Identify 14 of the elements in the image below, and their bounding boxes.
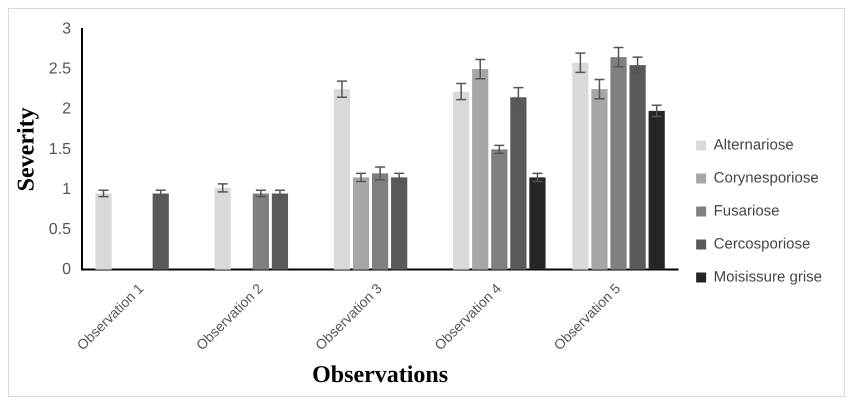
- y-tick-label: 2: [62, 100, 72, 118]
- y-tick-label: 1.5: [48, 140, 72, 158]
- y-tick-label: 1: [62, 180, 72, 198]
- y-tick-label: 0: [62, 261, 72, 278]
- x-axis-title: Observations: [312, 362, 448, 388]
- y-tick-label: 0.5: [48, 220, 72, 238]
- legend-label: Corynesporiose: [714, 170, 819, 187]
- y-axis-title: Severity: [14, 107, 40, 192]
- legend-label: Cercosporiose: [714, 236, 810, 253]
- y-tick-label: 2.5: [48, 60, 72, 78]
- y-tick-label: 3: [62, 20, 72, 38]
- legend-label: Moisissure grise: [714, 268, 822, 286]
- legend-label: Alternariose: [714, 136, 794, 154]
- legend-label: Fusariose: [714, 202, 780, 220]
